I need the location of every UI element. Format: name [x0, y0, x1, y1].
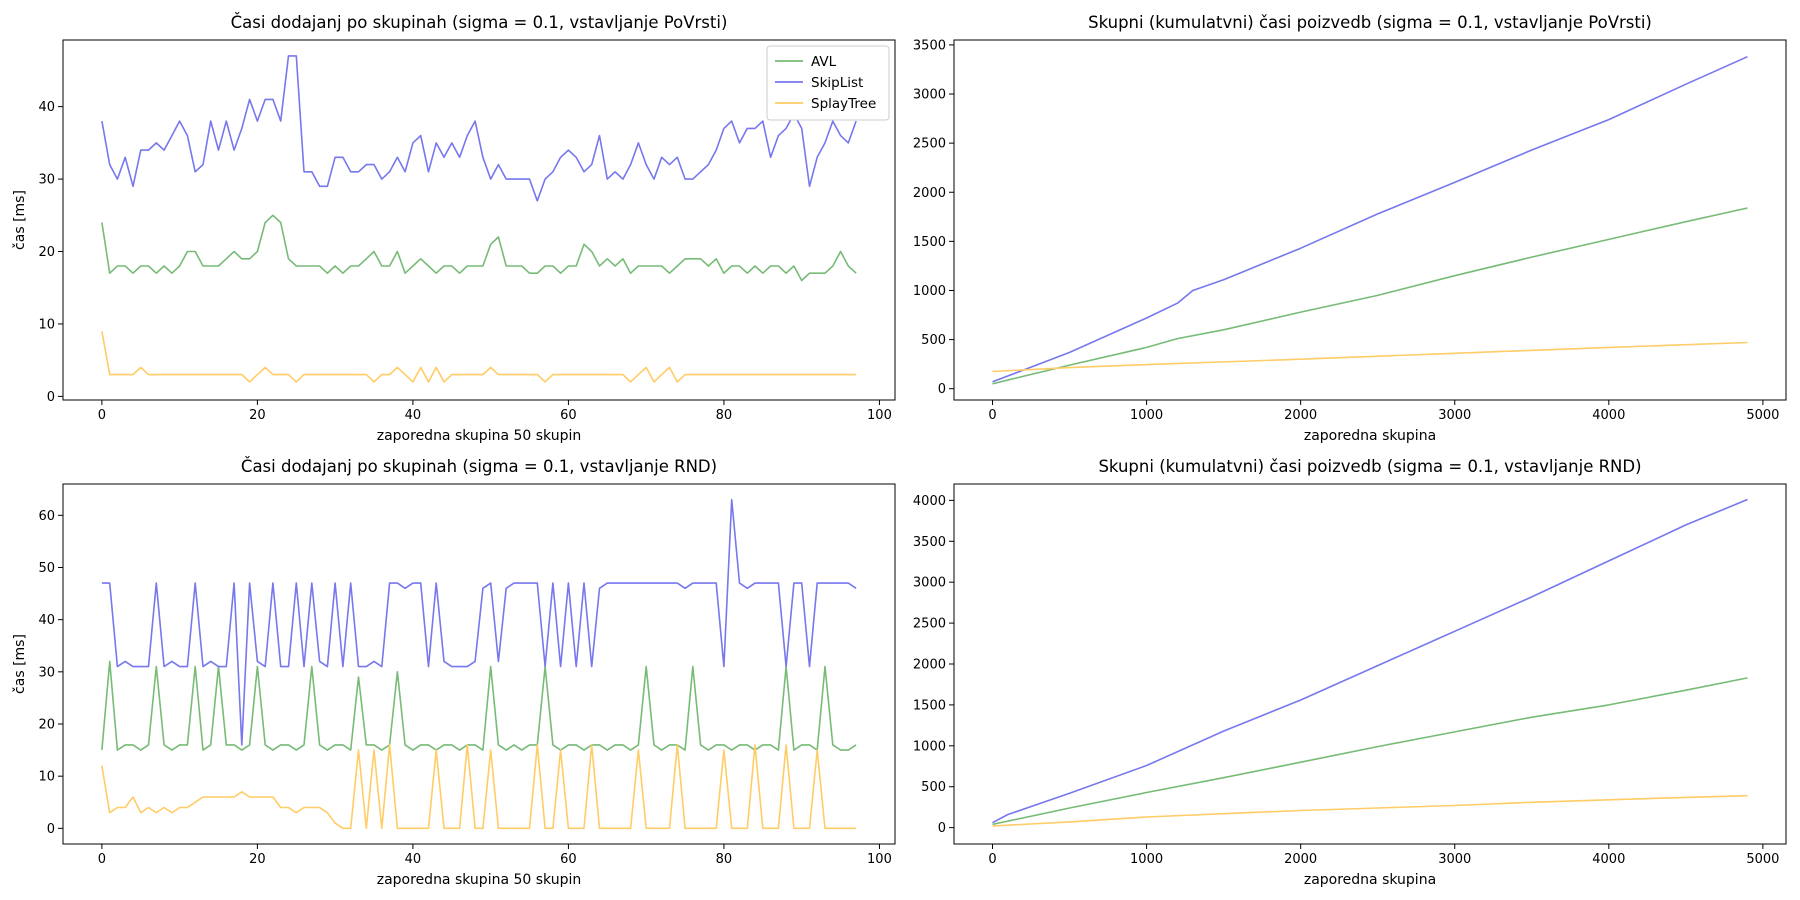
x-axis-label: zaporedna skupina	[1304, 872, 1436, 888]
chart-panel-4: 0 1000 2000 3000 4000 5000 0 500 1000 1500 2000 250…	[913, 457, 1787, 888]
plot-frame	[62, 483, 896, 845]
x-tick-label: 80	[716, 852, 733, 867]
x-tick-label: 1000	[1130, 408, 1163, 423]
legend-label: SplayTree	[811, 96, 876, 112]
x-tick-label: 3000	[1438, 408, 1471, 423]
x-tick-label: 100	[867, 408, 892, 423]
y-tick-label: 1500	[913, 235, 946, 250]
series-group	[101, 498, 857, 830]
x-axis-label: zaporedna skupina 50 skupin	[377, 872, 582, 888]
x-tick-label: 0	[98, 852, 106, 867]
y-tick-label: 3500	[913, 535, 946, 550]
y-tick-label: 30	[38, 665, 55, 680]
y-tick-label: 2000	[913, 186, 946, 201]
x-tick-label: 2000	[1284, 408, 1317, 423]
series-line-avl	[101, 660, 857, 751]
y-tick-label: 3000	[913, 576, 946, 591]
y-tick-label: 500	[921, 333, 946, 348]
y-tick-label: 2500	[913, 137, 946, 152]
chart-title: Skupni (kumulatvni) časi poizvedb (sigma…	[1098, 457, 1641, 476]
x-tick-label: 0	[988, 852, 996, 867]
y-tick-label: 1000	[913, 284, 946, 299]
y-tick-label: 0	[938, 821, 946, 836]
x-tick-label: 4000	[1592, 852, 1625, 867]
plot-frame	[62, 39, 896, 401]
legend-box	[766, 45, 890, 121]
series-line-avl	[992, 677, 1748, 826]
y-tick-label: 3000	[913, 88, 946, 103]
y-tick-label: 4000	[913, 494, 946, 509]
series-line-avl	[101, 214, 857, 282]
x-tick-label: 5000	[1746, 852, 1779, 867]
series-line-skiplist	[992, 55, 1748, 383]
series-group	[992, 55, 1748, 385]
y-tick-label: 50	[38, 561, 55, 576]
x-tick-label: 1000	[1130, 852, 1163, 867]
x-tick-label: 4000	[1592, 408, 1625, 423]
x-tick-label: 2000	[1284, 852, 1317, 867]
y-tick-label: 1000	[913, 739, 946, 754]
y-tick-label: 2000	[913, 658, 946, 673]
series-line-splaytree	[101, 331, 857, 383]
x-tick-label: 0	[988, 408, 996, 423]
x-tick-label: 60	[560, 408, 577, 423]
x-tick-label: 20	[249, 852, 266, 867]
y-tick-label: 500	[921, 780, 946, 795]
series-group	[101, 55, 857, 383]
y-tick-label: 2500	[913, 617, 946, 632]
series-group	[992, 498, 1748, 827]
x-tick-label: 40	[405, 852, 422, 867]
legend: AVL SkipList SplayTree	[766, 45, 890, 121]
chart-title: Časi dodajanj po skupinah (sigma = 0.1, …	[241, 457, 717, 476]
y-tick-label: 30	[38, 173, 55, 188]
legend-label: SkipList	[811, 75, 863, 91]
chart-title: Časi dodajanj po skupinah (sigma = 0.1, …	[231, 13, 728, 32]
series-line-splaytree	[992, 341, 1748, 373]
plot-frame	[953, 39, 1787, 401]
chart-title: Skupni (kumulatvni) časi poizvedb (sigma…	[1088, 13, 1652, 32]
y-axis-label: čas [ms]	[12, 634, 28, 694]
x-tick-label: 60	[560, 852, 577, 867]
y-tick-label: 10	[38, 770, 55, 785]
series-line-skiplist	[992, 498, 1748, 824]
y-tick-label: 20	[38, 718, 55, 733]
series-line-avl	[992, 207, 1748, 385]
legend-label: AVL	[811, 54, 837, 70]
x-tick-label: 100	[867, 852, 892, 867]
y-tick-label: 20	[38, 245, 55, 260]
y-tick-label: 0	[47, 390, 55, 405]
y-tick-label: 60	[38, 509, 55, 524]
y-tick-label: 40	[38, 100, 55, 115]
x-tick-label: 20	[249, 408, 266, 423]
x-tick-label: 40	[405, 408, 422, 423]
series-line-skiplist	[101, 55, 857, 202]
y-tick-label: 40	[38, 613, 55, 628]
series-line-splaytree	[992, 794, 1748, 827]
x-tick-label: 0	[98, 408, 106, 423]
x-axis-label: zaporedna skupina 50 skupin	[377, 428, 582, 444]
y-axis-label: čas [ms]	[12, 190, 28, 250]
series-line-splaytree	[101, 744, 857, 830]
chart-panel-1: 0 20 40 60 80 100 0 10 20 30 40 Časi dodajanj po sk…	[12, 13, 896, 444]
x-tick-label: 80	[716, 408, 733, 423]
x-tick-label: 3000	[1438, 852, 1471, 867]
y-tick-label: 1500	[913, 698, 946, 713]
x-tick-label: 5000	[1746, 408, 1779, 423]
x-axis-label: zaporedna skupina	[1304, 428, 1436, 444]
y-tick-label: 0	[938, 382, 946, 397]
chart-panel-2: 0 1000 2000 3000 4000 5000 0 500 1000 1500 2000 250…	[913, 13, 1787, 444]
series-line-skiplist	[101, 498, 857, 746]
chart-panel-3: 0 20 40 60 80 100 0 10 20 30 40 50 60 Časi dodajanj p…	[12, 457, 896, 888]
y-tick-label: 10	[38, 317, 55, 332]
y-tick-label: 0	[47, 822, 55, 837]
y-tick-label: 3500	[913, 38, 946, 53]
